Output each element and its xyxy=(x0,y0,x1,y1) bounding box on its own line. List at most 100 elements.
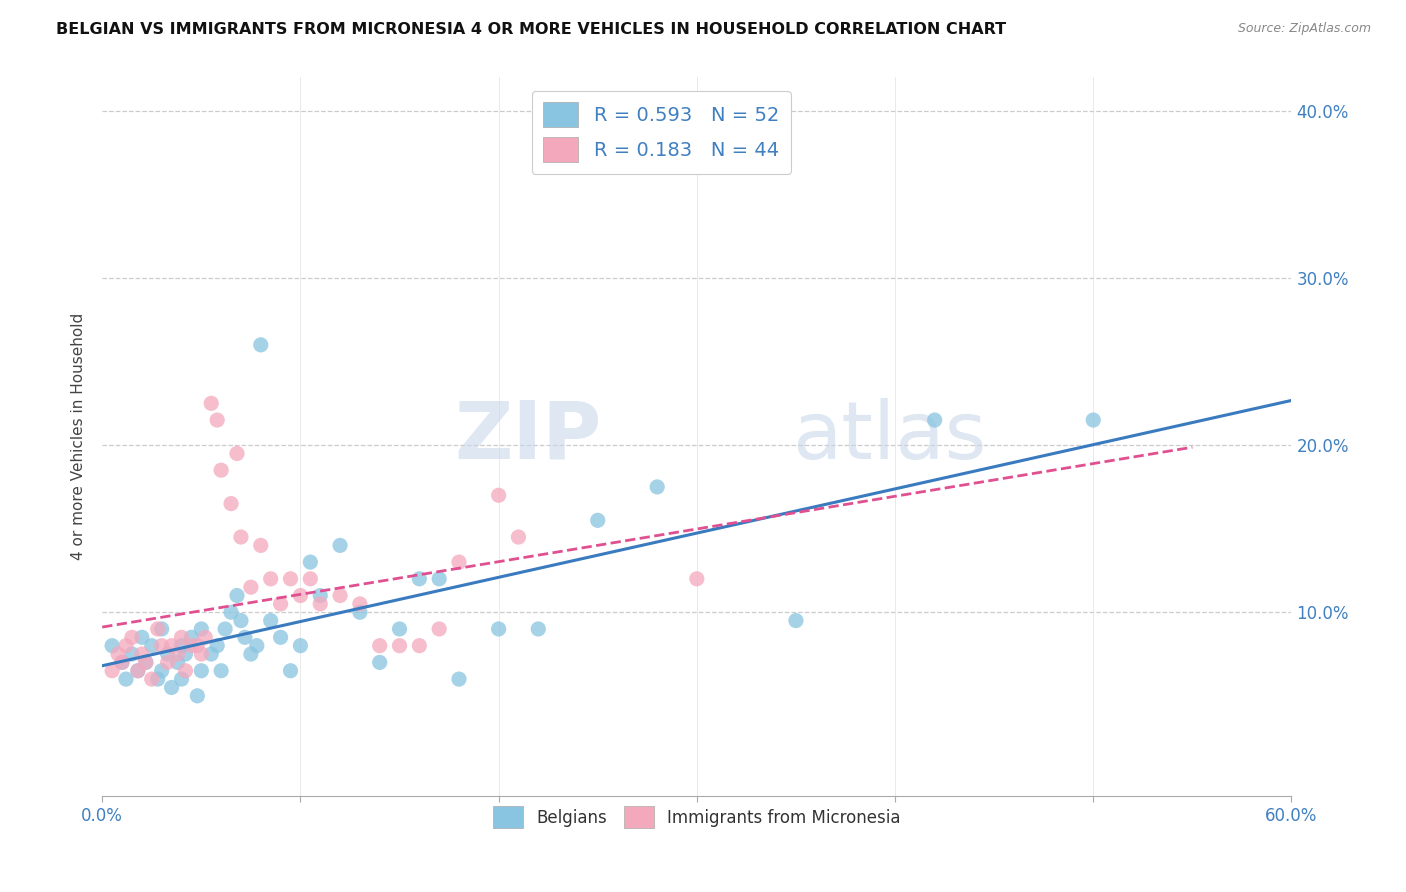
Point xyxy=(527,622,550,636)
Point xyxy=(200,647,222,661)
Text: atlas: atlas xyxy=(792,398,987,475)
Point xyxy=(150,639,173,653)
Point xyxy=(226,446,249,460)
Point xyxy=(170,672,193,686)
Point xyxy=(121,647,143,661)
Text: Source: ZipAtlas.com: Source: ZipAtlas.com xyxy=(1237,22,1371,36)
Point xyxy=(229,614,252,628)
Point xyxy=(447,555,470,569)
Point xyxy=(280,664,302,678)
Point xyxy=(186,639,208,653)
Point xyxy=(447,672,470,686)
Point xyxy=(586,513,609,527)
Point xyxy=(209,664,232,678)
Point xyxy=(249,338,271,352)
Point xyxy=(127,664,149,678)
Point xyxy=(141,639,163,653)
Point xyxy=(205,639,228,653)
Point xyxy=(368,639,391,653)
Point xyxy=(924,413,946,427)
Point xyxy=(166,656,188,670)
Point xyxy=(205,413,228,427)
Point xyxy=(260,572,283,586)
Point xyxy=(270,630,292,644)
Point xyxy=(180,639,202,653)
Point xyxy=(408,639,430,653)
Point xyxy=(219,497,242,511)
Point xyxy=(194,630,217,644)
Point xyxy=(131,647,153,661)
Point xyxy=(219,605,242,619)
Point xyxy=(131,630,153,644)
Point xyxy=(156,656,179,670)
Point xyxy=(121,630,143,644)
Point xyxy=(368,656,391,670)
Point xyxy=(115,672,138,686)
Point xyxy=(645,480,668,494)
Point xyxy=(229,530,252,544)
Point xyxy=(150,664,173,678)
Point xyxy=(349,597,371,611)
Point xyxy=(239,647,262,661)
Point xyxy=(174,664,197,678)
Point xyxy=(190,647,212,661)
Point xyxy=(488,488,510,502)
Point xyxy=(111,656,134,670)
Point xyxy=(329,589,352,603)
Point xyxy=(309,597,332,611)
Point xyxy=(135,656,157,670)
Point xyxy=(190,622,212,636)
Point xyxy=(329,538,352,552)
Point xyxy=(260,614,283,628)
Point xyxy=(299,572,322,586)
Point xyxy=(488,622,510,636)
Point xyxy=(408,572,430,586)
Point xyxy=(170,639,193,653)
Point xyxy=(299,555,322,569)
Point xyxy=(209,463,232,477)
Point xyxy=(214,622,236,636)
Text: ZIP: ZIP xyxy=(454,398,602,475)
Point xyxy=(233,630,256,644)
Point xyxy=(141,672,163,686)
Point xyxy=(290,639,312,653)
Point xyxy=(127,664,149,678)
Point xyxy=(280,572,302,586)
Point xyxy=(135,656,157,670)
Point xyxy=(107,647,129,661)
Point xyxy=(349,605,371,619)
Point xyxy=(239,580,262,594)
Point xyxy=(166,647,188,661)
Point xyxy=(1083,413,1105,427)
Point xyxy=(190,664,212,678)
Point xyxy=(686,572,709,586)
Point xyxy=(226,589,249,603)
Point xyxy=(150,622,173,636)
Point xyxy=(174,647,197,661)
Point xyxy=(508,530,530,544)
Point xyxy=(160,639,183,653)
Y-axis label: 4 or more Vehicles in Household: 4 or more Vehicles in Household xyxy=(72,313,86,560)
Point xyxy=(785,614,807,628)
Point xyxy=(270,597,292,611)
Point xyxy=(249,538,271,552)
Point xyxy=(146,622,169,636)
Point xyxy=(186,689,208,703)
Point xyxy=(156,647,179,661)
Point xyxy=(146,672,169,686)
Point xyxy=(427,622,450,636)
Point xyxy=(180,630,202,644)
Point xyxy=(427,572,450,586)
Point xyxy=(160,681,183,695)
Point xyxy=(388,639,411,653)
Point xyxy=(200,396,222,410)
Point xyxy=(388,622,411,636)
Point xyxy=(309,589,332,603)
Point xyxy=(246,639,269,653)
Point xyxy=(290,589,312,603)
Legend: Belgians, Immigrants from Micronesia: Belgians, Immigrants from Micronesia xyxy=(486,800,907,835)
Point xyxy=(101,639,124,653)
Point xyxy=(111,656,134,670)
Point xyxy=(115,639,138,653)
Point xyxy=(170,630,193,644)
